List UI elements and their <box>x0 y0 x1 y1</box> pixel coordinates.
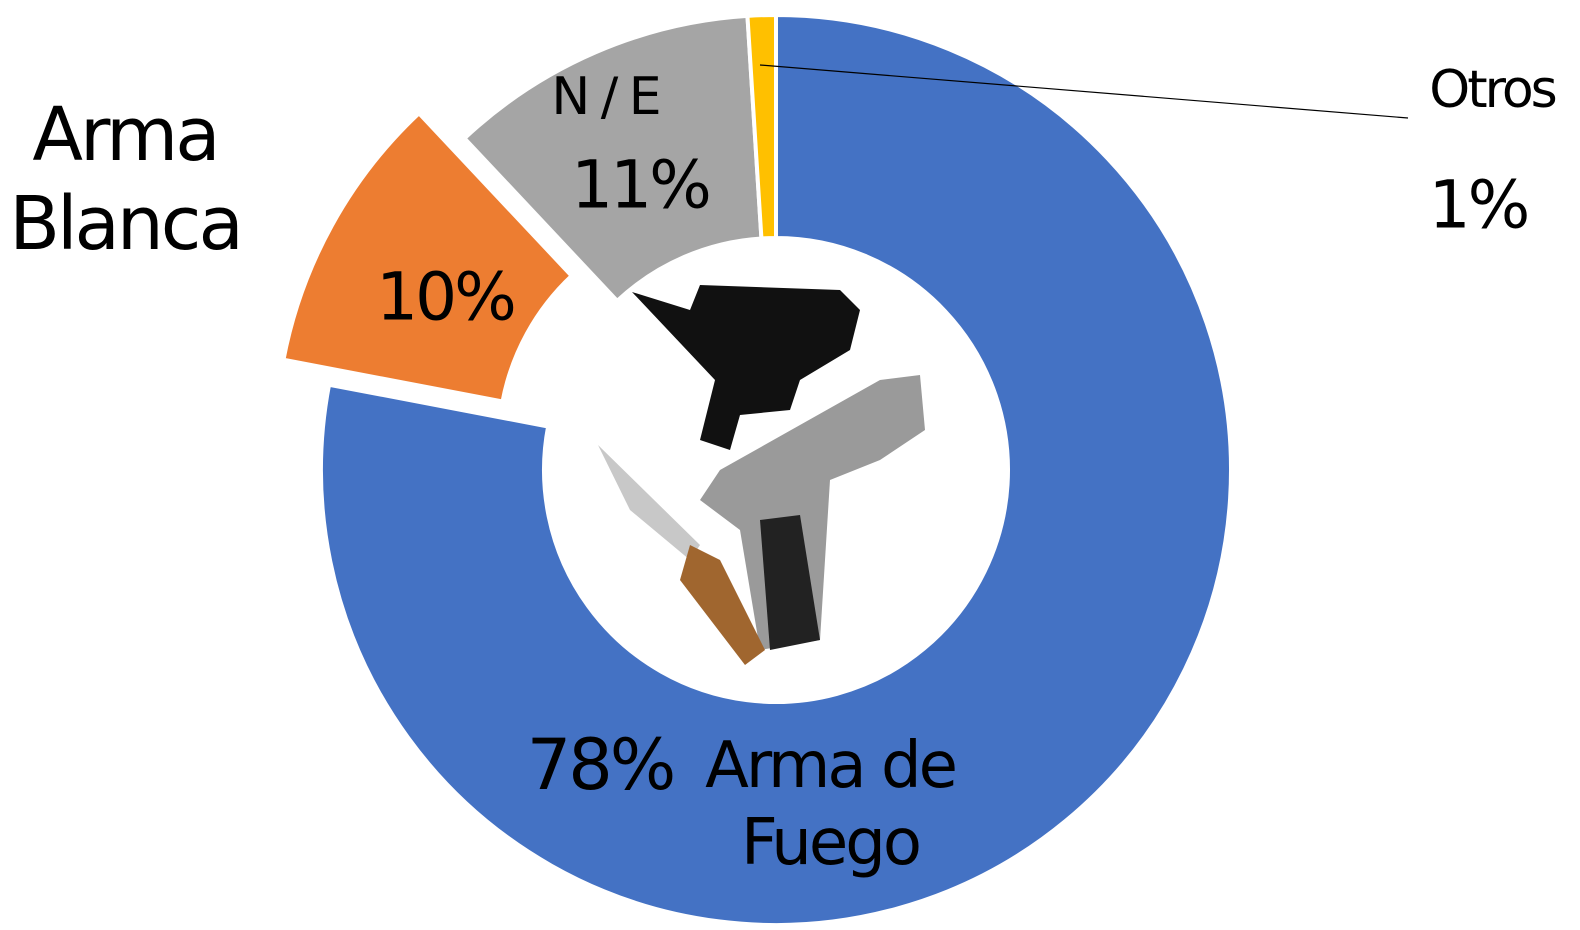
value-label: 10% <box>376 257 514 336</box>
weapons-illustration <box>598 285 925 665</box>
category-label: Otros <box>1412 59 1572 121</box>
value-label: 1% <box>1429 165 1528 244</box>
category-label: N / E <box>505 66 705 128</box>
category-label: Arma de Fuego <box>700 728 960 882</box>
chart: Arma de Fuego 78% Arma Blanca 10% N / E 11% Ot… <box>0 0 1580 930</box>
value-label: 78% <box>527 723 674 807</box>
value-label: 11% <box>571 145 709 224</box>
category-label: Arma Blanca <box>0 91 255 269</box>
